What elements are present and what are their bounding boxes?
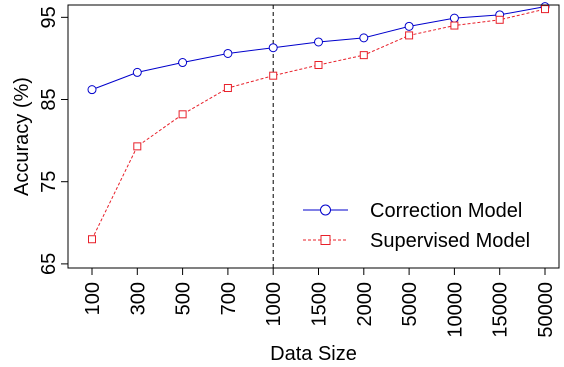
x-axis: 100 300 500 700 1000 1500 2000 5000 10000 15000 50… <box>82 268 557 338</box>
y-tick-label: 95 <box>38 6 60 28</box>
plot-frame <box>67 4 560 269</box>
x-tick-label: 1500 <box>309 282 331 327</box>
correction-model-point <box>223 48 233 58</box>
x-tick-label: 15000 <box>490 282 512 338</box>
supervised-model-point <box>178 110 187 119</box>
legend-supervised-model-marker <box>320 235 331 245</box>
correction-model-point <box>404 21 414 31</box>
legend-supervised-model-label: Supervised Model <box>370 230 530 252</box>
x-tick-label: 500 <box>173 282 195 315</box>
y-axis-title: Accuracy (%) <box>11 77 33 196</box>
correction-model-point <box>268 43 278 53</box>
x-tick-label: 1000 <box>263 282 285 327</box>
correction-model-line <box>91 6 546 91</box>
supervised-model-point <box>223 84 232 93</box>
correction-model-point <box>87 85 97 95</box>
x-tick-label: 50000 <box>535 282 557 338</box>
x-axis-title: Data Size <box>270 343 357 365</box>
legend-correction-model-label: Correction Model <box>370 200 522 222</box>
supervised-model-point <box>541 5 549 14</box>
x-tick-label: 700 <box>218 282 240 315</box>
legend-correction-model-marker <box>320 204 331 216</box>
supervised-model-point <box>269 71 278 80</box>
supervised-model-point <box>495 15 504 24</box>
supervised-model-point <box>314 60 323 69</box>
correction-model-point <box>449 13 459 23</box>
x-tick-label: 2000 <box>354 282 376 327</box>
supervised-model-point <box>133 142 142 151</box>
supervised-model-point <box>405 31 414 40</box>
supervised-model-point <box>88 235 96 244</box>
y-tick-label: 85 <box>38 88 60 110</box>
series-layer <box>87 2 550 244</box>
x-tick-label: 5000 <box>399 282 421 327</box>
correction-model-point <box>314 37 323 47</box>
supervised-model-point <box>359 51 368 60</box>
correction-model-point <box>132 67 142 77</box>
correction-model-point <box>359 33 369 43</box>
x-tick-label: 300 <box>127 282 149 315</box>
correction-model-point <box>178 58 188 68</box>
legend: Correction Model Supervised Model <box>303 200 530 252</box>
x-tick-label: 100 <box>82 282 104 315</box>
x-tick-label: 10000 <box>444 282 466 338</box>
supervised-model-point <box>450 21 459 30</box>
y-axis: 65 75 85 95 <box>38 6 68 275</box>
supervised-model-line <box>91 8 546 240</box>
y-tick-label: 75 <box>38 171 60 193</box>
y-tick-label: 65 <box>38 253 60 275</box>
